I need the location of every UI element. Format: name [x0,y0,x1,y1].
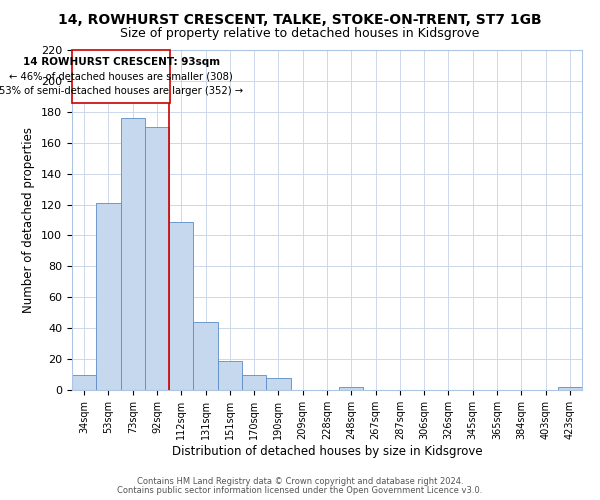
Text: 14 ROWHURST CRESCENT: 93sqm: 14 ROWHURST CRESCENT: 93sqm [23,56,220,66]
Bar [169,222,193,390]
Text: ← 46% of detached houses are smaller (308): ← 46% of detached houses are smaller (30… [10,72,233,82]
Bar [266,378,290,390]
Bar [242,374,266,390]
Bar [218,360,242,390]
Text: Size of property relative to detached houses in Kidsgrove: Size of property relative to detached ho… [121,28,479,40]
Bar [145,128,169,390]
Bar [121,118,145,390]
Text: 53% of semi-detached houses are larger (352) →: 53% of semi-detached houses are larger (… [0,86,243,96]
FancyBboxPatch shape [72,50,170,102]
Text: Contains public sector information licensed under the Open Government Licence v3: Contains public sector information licen… [118,486,482,495]
Bar [193,322,218,390]
Bar [339,387,364,390]
Bar [96,203,121,390]
Bar [72,374,96,390]
X-axis label: Distribution of detached houses by size in Kidsgrove: Distribution of detached houses by size … [172,444,482,458]
Text: 14, ROWHURST CRESCENT, TALKE, STOKE-ON-TRENT, ST7 1GB: 14, ROWHURST CRESCENT, TALKE, STOKE-ON-T… [58,12,542,26]
Y-axis label: Number of detached properties: Number of detached properties [22,127,35,313]
Text: Contains HM Land Registry data © Crown copyright and database right 2024.: Contains HM Land Registry data © Crown c… [137,477,463,486]
Bar [558,387,582,390]
